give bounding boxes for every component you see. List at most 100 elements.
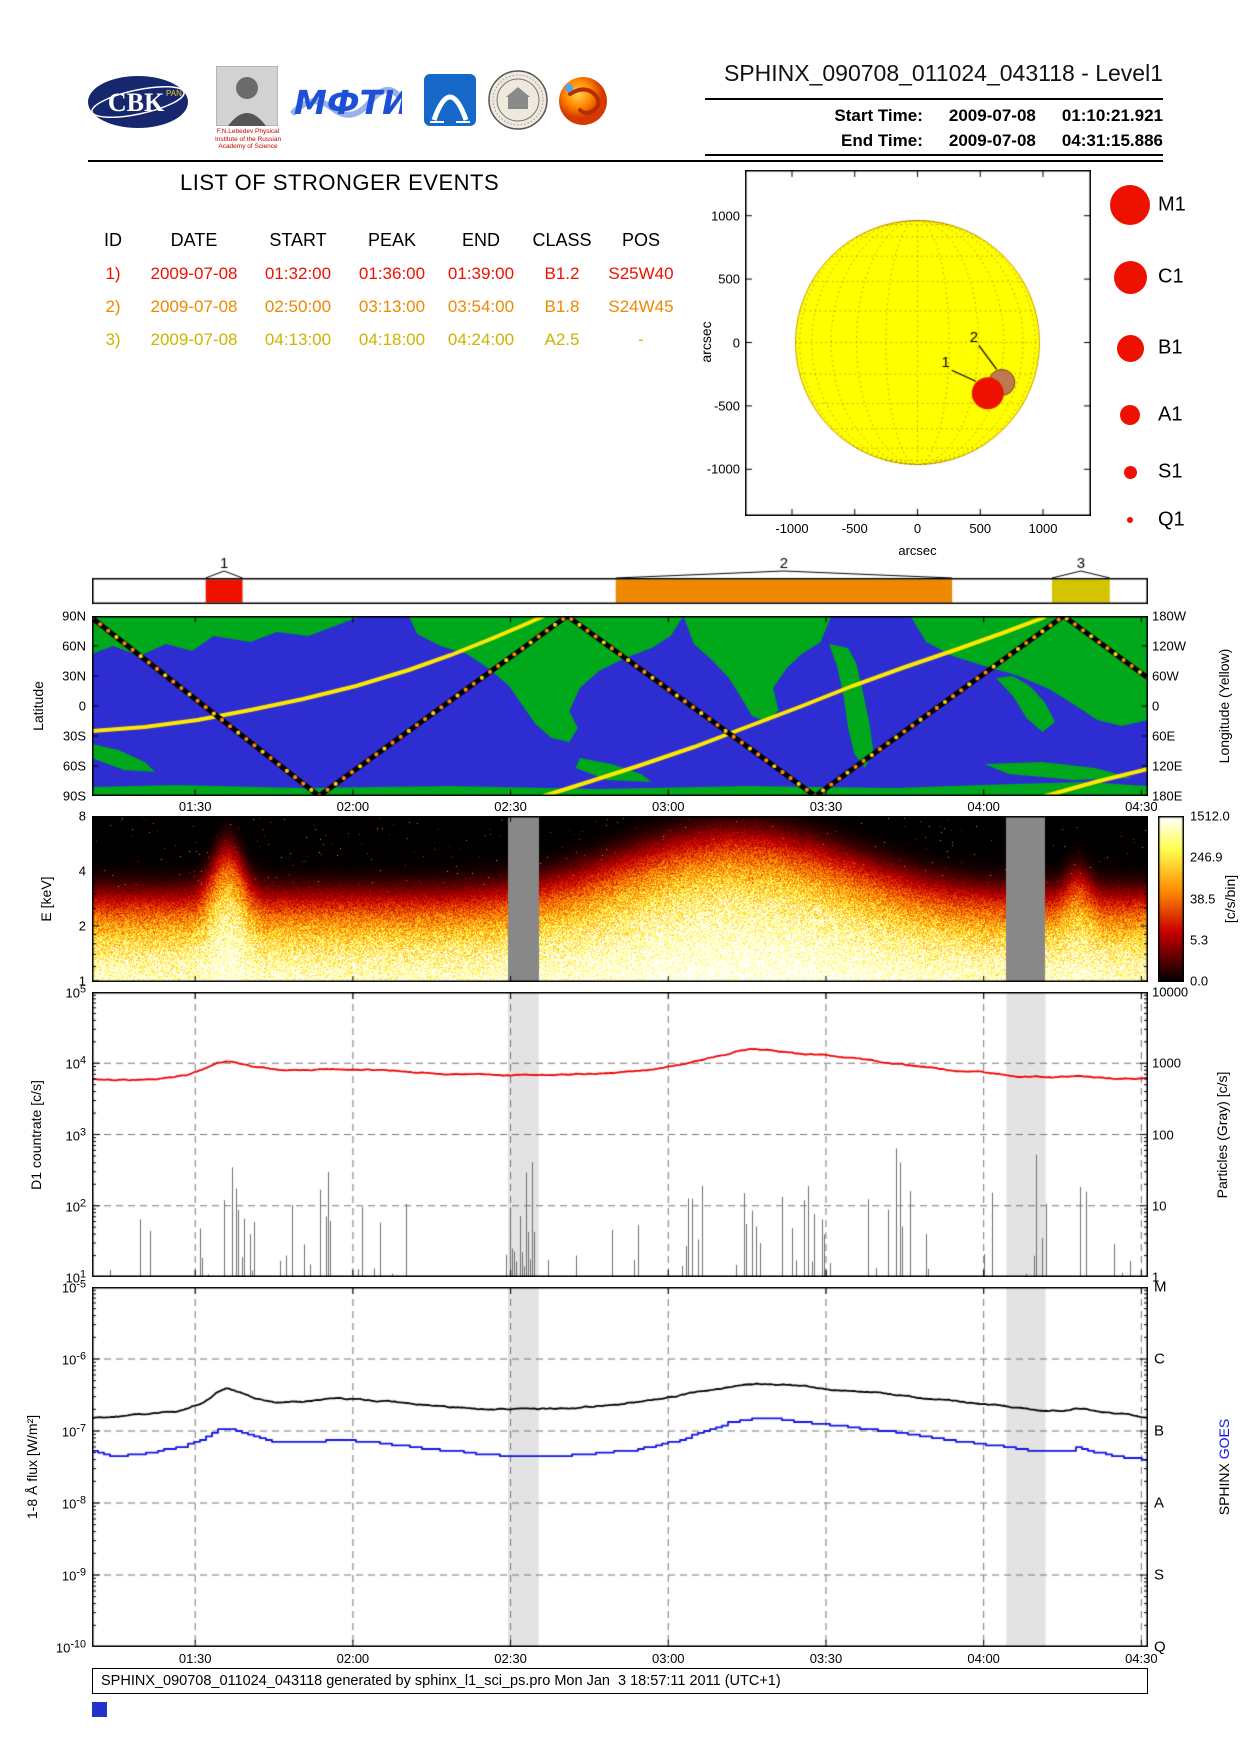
event-pos-cell: S24W45 (608, 297, 674, 316)
time-tick-label: 03:00 (651, 1651, 685, 1666)
arch-logo (424, 74, 476, 126)
end-time-label: End Time: (841, 131, 923, 150)
goes-label: GOES (1216, 1418, 1232, 1460)
report-title: SPHINX_090708_011024_043118 - Level1 (723, 60, 1163, 86)
start-time-label: Start Time: (834, 106, 923, 125)
events-column-header: END (461, 230, 500, 250)
goes-class-label: M (1154, 1278, 1167, 1296)
time-tick-label: 01:30 (178, 799, 212, 814)
time-tick-label: 02:00 (336, 799, 370, 814)
sun-y-tick-label: 1000 (711, 208, 740, 224)
events-column-header: POS (621, 230, 660, 250)
flare-class-dot (1127, 517, 1133, 523)
cbk-logo-text: CBK (108, 88, 165, 117)
event-timeline-strip (92, 556, 1148, 606)
flux-tick-label: 10-9 (61, 1566, 86, 1584)
latitude-tick-label: 90N (62, 608, 86, 624)
event-pos-cell: - (638, 330, 644, 349)
time-range-block: Start Time: 2009-07-08 01:10:21.921 End … (834, 106, 1163, 151)
colorbar-tick-label: 38.5 (1190, 891, 1216, 906)
event-class-cell: B1.8 (544, 297, 580, 316)
particles-tick-label: 100 (1152, 1127, 1174, 1142)
event-end-cell: 04:24:00 (447, 330, 515, 349)
colorbar-unit-label: [c/s/bin] (1222, 874, 1238, 924)
event-peak-cell: 01:36:00 (358, 264, 426, 283)
flux-tick-label: 10-8 (61, 1494, 86, 1512)
event-start-cell: 02:50:00 (264, 297, 332, 316)
flux-tick-label: 10-5 (61, 1278, 86, 1296)
sun-x-axis-label: arcsec (898, 543, 937, 558)
event-class-cell: A2.5 (544, 330, 580, 349)
sun-y-tick-label: -500 (713, 398, 740, 414)
flare-class-dot (1120, 405, 1140, 425)
end-time-value: 04:31:15.886 (1061, 131, 1163, 150)
flare-class-label: B1 (1158, 336, 1183, 359)
latitude-tick-label: 60S (62, 758, 86, 774)
lebedev-caption-line: Academy of Science (218, 143, 278, 150)
sun-x-tick-label: 500 (969, 521, 992, 536)
sphinx-goes-axis-label: SPHINX GOES (1216, 1419, 1232, 1515)
sun-logo (559, 77, 607, 125)
particles-axis-label: Particles (Gray) [c/s] (1214, 1071, 1230, 1198)
events-column-header: ID (104, 230, 122, 250)
particles-tick-label: 1 (1152, 1269, 1160, 1285)
university-seal-logo (488, 70, 548, 130)
longitude-tick-label: 60W (1152, 668, 1179, 684)
event-peak-cell: 04:18:00 (358, 330, 426, 349)
flare-class-label: C1 (1158, 265, 1184, 288)
longitude-tick-label: 60E (1152, 728, 1176, 744)
events-column-header: DATE (170, 230, 218, 250)
countrate-tick-label: 103 (65, 1125, 87, 1144)
latitude-tick-label: 30S (62, 728, 86, 744)
lebedev-caption-line: F.N.Lebedev Physical (216, 128, 280, 135)
particles-tick-label: 10 (1152, 1198, 1167, 1214)
goes-class-label: C (1154, 1350, 1165, 1368)
events-list-title: LIST OF STRONGER EVENTS (180, 170, 500, 195)
particles-tick-label: 10000 (1152, 984, 1189, 1000)
flare-class-dot (1110, 185, 1150, 225)
time-tick-label: 02:30 (494, 1651, 527, 1666)
event-end-cell: 03:54:00 (447, 297, 515, 316)
countrate-tick-label: 102 (65, 1197, 87, 1215)
time-tick-label: 02:00 (336, 1651, 370, 1666)
energy-tick-label: 4 (78, 863, 86, 879)
latitude-tick-label: 0 (78, 698, 86, 714)
longitude-tick-label: 180W (1152, 608, 1186, 624)
flare-class-dot (1123, 465, 1137, 479)
time-tick-label: 04:30 (1125, 799, 1158, 814)
energy-tick-label: 1 (78, 973, 86, 989)
flux-panel (92, 1287, 1148, 1647)
time-tick-label: 02:30 (494, 799, 527, 814)
footer-box: SPHINX_090708_011024_043118 generated by… (92, 1668, 1148, 1694)
countrate-tick-label: 101 (65, 1268, 87, 1286)
sun-x-tick-label: 0 (913, 521, 922, 536)
latitude-tick-label: 90S (62, 788, 86, 804)
countrate-axis-label: D1 countrate [c/s] (28, 1079, 44, 1190)
flux-axis-label: 1-8 Å flux [W/m²] (24, 1414, 40, 1520)
sphinx-label: SPHINX (1216, 1463, 1232, 1516)
event-start-cell: 01:32:00 (264, 264, 332, 283)
flare-class-label: A1 (1158, 403, 1183, 426)
events-column-header: CLASS (532, 230, 592, 250)
mfti-logo-text: МФТИ (294, 83, 402, 122)
event-start-cell: 04:13:00 (264, 330, 332, 349)
lebedev-caption: F.N.Lebedev Physical Institute of the Ru… (198, 128, 298, 151)
colorbar-tick-label: 1512.0 (1190, 808, 1230, 824)
start-time-value: 01:10:21.921 (1061, 106, 1163, 125)
longitude-tick-label: 120W (1152, 638, 1186, 654)
event-id-cell: 2) (105, 297, 121, 316)
event-date-cell: 2009-07-08 (150, 330, 238, 349)
goes-class-label: S (1154, 1566, 1165, 1584)
longitude-tick-label: 180E (1152, 788, 1183, 804)
start-date-value: 2009-07-08 (948, 106, 1036, 125)
sun-y-tick-label: 0 (732, 335, 740, 350)
flare-class-label: M1 (1158, 193, 1186, 216)
flux-tick-label: 10-10 (55, 1638, 86, 1656)
flux-tick-label: 10-7 (61, 1422, 86, 1440)
sun-x-tick-label: -500 (841, 521, 868, 536)
particles-tick-label: 1000 (1152, 1055, 1181, 1071)
sun-location-plot (745, 170, 1091, 516)
sun-y-tick-label: -1000 (706, 461, 740, 477)
flux-tick-label: 10-6 (61, 1350, 86, 1368)
